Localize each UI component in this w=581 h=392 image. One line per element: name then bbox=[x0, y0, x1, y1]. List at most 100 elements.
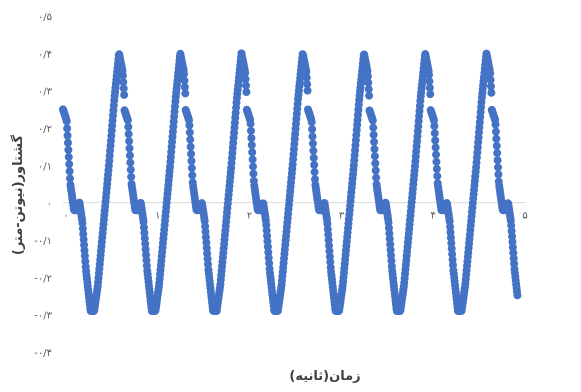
y-tick-label: ۰/۳ bbox=[38, 87, 53, 98]
data-point bbox=[187, 156, 196, 165]
data-point bbox=[64, 145, 73, 154]
data-point bbox=[124, 130, 133, 139]
data-point bbox=[63, 138, 72, 147]
data-point bbox=[363, 72, 372, 81]
data-point bbox=[372, 173, 381, 182]
y-tick-label: -۰/۲ bbox=[34, 273, 52, 284]
data-point bbox=[185, 128, 194, 137]
data-point bbox=[493, 163, 502, 172]
data-point bbox=[242, 88, 251, 97]
data-point bbox=[119, 84, 128, 93]
data-point bbox=[371, 166, 380, 175]
x-tick-label: ۳ bbox=[339, 211, 345, 222]
data-point bbox=[126, 165, 135, 174]
data-point bbox=[188, 171, 197, 180]
data-point bbox=[487, 88, 496, 97]
data-point bbox=[125, 144, 134, 153]
data-point bbox=[309, 146, 318, 155]
data-point bbox=[247, 141, 256, 150]
data-point bbox=[493, 149, 502, 158]
data-point bbox=[369, 123, 378, 132]
data-point bbox=[432, 150, 441, 159]
data-point bbox=[63, 131, 72, 140]
data-point bbox=[370, 152, 379, 161]
x-tick-label: ۲ bbox=[247, 211, 252, 222]
data-point bbox=[364, 78, 373, 87]
data-point bbox=[494, 170, 503, 179]
x-tick-label: ۱ bbox=[155, 211, 160, 222]
data-point bbox=[491, 120, 500, 129]
x-axis-label: زمان(ثانیه) bbox=[289, 369, 360, 384]
data-point bbox=[126, 158, 135, 167]
data-point bbox=[493, 156, 502, 165]
x-tick-label: ۵ bbox=[522, 211, 527, 222]
data-point bbox=[492, 134, 501, 143]
data-point bbox=[430, 129, 439, 138]
data-point bbox=[302, 73, 311, 82]
data-point bbox=[432, 157, 441, 166]
data-point bbox=[433, 172, 442, 181]
y-axis-ticks: -۰/۴ -۰/۳ -۰/۲ -۰/۱ ۰ ۰/۱ ۰/۲ ۰/۳ ۰/۴ ۰/۵ bbox=[34, 12, 52, 359]
data-point bbox=[431, 143, 440, 152]
y-tick-label: -۰/۴ bbox=[34, 348, 52, 359]
data-point bbox=[429, 116, 438, 125]
data-point bbox=[310, 160, 319, 169]
data-point bbox=[369, 130, 378, 139]
data-point bbox=[187, 149, 196, 158]
data-point bbox=[491, 127, 500, 136]
data-point bbox=[249, 169, 258, 178]
data-point bbox=[302, 67, 311, 76]
data-point bbox=[371, 159, 380, 168]
data-point bbox=[242, 81, 250, 90]
data-point bbox=[64, 153, 73, 162]
data-point bbox=[127, 172, 136, 181]
x-axis-ticks: ۰ ۱ ۲ ۳ ۴ ۵ bbox=[63, 211, 527, 222]
x-tick-label: ۴ bbox=[431, 211, 436, 222]
data-point bbox=[241, 75, 250, 84]
y-tick-label: ۰/۱ bbox=[38, 161, 52, 172]
data-point bbox=[247, 133, 256, 142]
data-point bbox=[365, 91, 374, 100]
data-point bbox=[308, 139, 317, 148]
y-tick-label: -۰/۳ bbox=[34, 311, 52, 322]
data-point bbox=[308, 125, 317, 134]
data-point bbox=[123, 116, 132, 125]
data-point bbox=[246, 126, 255, 135]
data-point bbox=[180, 70, 189, 79]
data-point bbox=[303, 86, 312, 95]
data-point bbox=[486, 82, 495, 91]
data-point bbox=[62, 117, 71, 126]
data-point bbox=[65, 160, 74, 169]
data-point bbox=[368, 116, 377, 125]
data-point bbox=[426, 90, 435, 99]
data-point bbox=[513, 291, 522, 300]
data-point bbox=[307, 118, 316, 127]
data-point bbox=[248, 155, 257, 164]
data-point bbox=[125, 137, 134, 146]
data-point bbox=[118, 71, 127, 80]
data-point bbox=[180, 83, 189, 92]
data-point bbox=[181, 89, 190, 98]
data-point bbox=[185, 121, 194, 130]
y-tick-label: ۰/۵ bbox=[38, 12, 52, 23]
data-point bbox=[125, 151, 134, 160]
data-point bbox=[248, 148, 257, 157]
data-point bbox=[120, 90, 129, 99]
x-tick-label: ۰ bbox=[63, 211, 68, 222]
data-point bbox=[246, 119, 255, 128]
data-point bbox=[364, 85, 373, 94]
data-point bbox=[249, 162, 258, 171]
data-point bbox=[425, 77, 434, 86]
data-point bbox=[370, 137, 379, 146]
data-point bbox=[63, 124, 72, 133]
data-point bbox=[119, 78, 128, 87]
data-point bbox=[180, 76, 189, 85]
series-points bbox=[59, 49, 522, 315]
data-point bbox=[310, 175, 319, 184]
data-point bbox=[187, 164, 196, 173]
data-point bbox=[241, 68, 250, 77]
data-point bbox=[492, 141, 501, 150]
data-point bbox=[425, 83, 434, 92]
data-point bbox=[308, 132, 317, 141]
